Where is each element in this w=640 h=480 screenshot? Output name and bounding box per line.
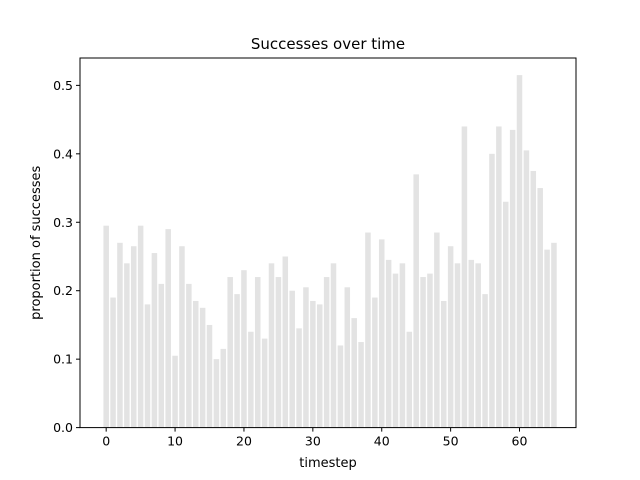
bar	[144, 304, 151, 428]
x-tick-label: 40	[374, 434, 390, 449]
y-tick-label: 0.4	[53, 146, 73, 161]
bar	[282, 256, 289, 428]
bar	[303, 287, 309, 428]
bar	[537, 188, 543, 428]
bar	[199, 307, 206, 428]
bar	[440, 300, 447, 428]
bar	[151, 253, 158, 428]
bar	[310, 300, 316, 428]
bar	[523, 150, 530, 428]
bar	[468, 259, 475, 428]
bar	[399, 263, 406, 428]
bar	[179, 246, 185, 428]
bar	[461, 126, 468, 428]
bar	[137, 225, 144, 428]
y-tick-label: 0.5	[53, 78, 73, 93]
y-axis-label: proportion of successes	[29, 166, 44, 320]
plot-frame	[79, 57, 577, 429]
bar	[227, 277, 233, 428]
bar	[502, 201, 509, 428]
bar	[261, 338, 268, 428]
bar	[254, 277, 261, 428]
bar	[516, 75, 523, 428]
bar	[351, 318, 357, 428]
x-axis-label: timestep	[299, 456, 357, 471]
bar	[330, 263, 337, 428]
bar	[316, 304, 323, 428]
bar	[475, 263, 481, 428]
x-tick-label: 60	[512, 434, 528, 449]
bar	[358, 342, 364, 428]
bar	[544, 249, 550, 428]
y-tick-label: 0.3	[53, 215, 73, 230]
bar	[192, 300, 199, 428]
bar	[551, 242, 557, 428]
bar	[213, 359, 220, 428]
bar	[186, 283, 192, 428]
bar	[103, 225, 109, 428]
bar	[165, 229, 171, 428]
bar	[220, 348, 227, 428]
bar	[496, 126, 502, 428]
bar	[365, 232, 371, 428]
bar	[372, 297, 378, 428]
bar	[378, 239, 385, 428]
y-tick-label: 0.1	[53, 352, 73, 367]
bar	[337, 345, 344, 428]
bar	[454, 263, 461, 428]
x-tick-label: 0	[102, 434, 110, 449]
bar	[447, 246, 454, 428]
bar	[241, 270, 247, 428]
bar	[296, 328, 302, 428]
x-tick-label: 20	[236, 434, 252, 449]
y-axis-ticks: 0.0 0.1 0.2 0.3 0.4 0.5	[53, 78, 80, 435]
bar	[413, 174, 419, 428]
bar	[344, 287, 351, 428]
bar	[206, 324, 213, 428]
bar	[124, 263, 130, 428]
bar	[323, 277, 330, 428]
bar	[110, 297, 116, 428]
bar	[158, 283, 165, 428]
bar	[427, 273, 433, 428]
bar	[509, 129, 516, 428]
bar	[406, 331, 413, 428]
bar	[392, 273, 399, 428]
chart-title: Successes over time	[251, 35, 405, 53]
bar	[268, 263, 275, 428]
bar	[385, 259, 392, 428]
bar	[489, 153, 495, 428]
x-tick-label: 50	[443, 434, 459, 449]
bar	[172, 355, 178, 428]
bar	[130, 246, 137, 428]
bar	[289, 290, 295, 428]
bar	[530, 170, 537, 428]
bar	[117, 242, 123, 428]
x-axis-ticks: 0 10 20 30 40 50 60	[102, 427, 528, 449]
bar	[275, 277, 282, 428]
bar	[434, 232, 440, 428]
bar	[482, 294, 488, 428]
bar	[420, 277, 426, 428]
x-tick-label: 30	[305, 434, 321, 449]
x-tick-label: 10	[167, 434, 183, 449]
bars-group	[103, 75, 557, 428]
bar	[234, 294, 240, 428]
y-tick-label: 0.0	[53, 420, 73, 435]
y-tick-label: 0.2	[53, 283, 73, 298]
bar	[248, 331, 254, 428]
